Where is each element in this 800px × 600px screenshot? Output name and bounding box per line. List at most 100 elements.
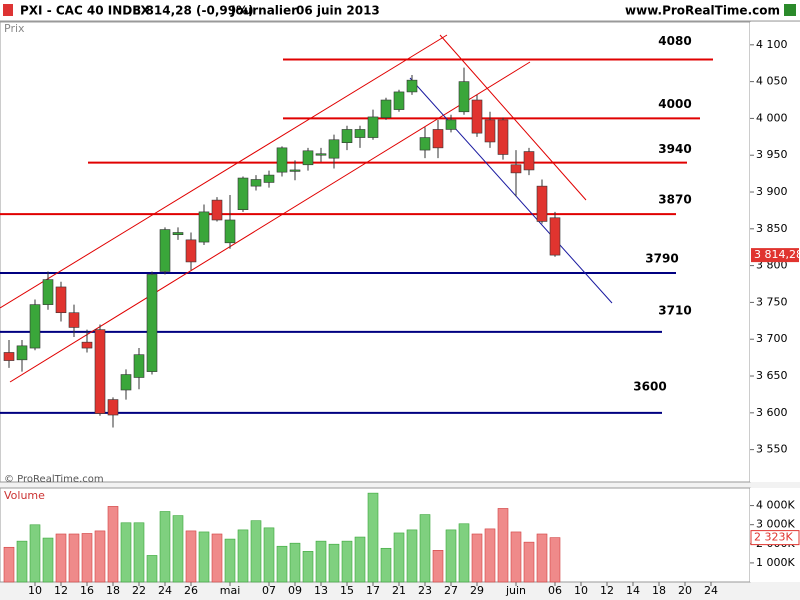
x-tick-label: 06: [548, 584, 562, 597]
site: www.ProRealTime.com: [625, 4, 780, 18]
level-label: 4080: [658, 34, 691, 48]
x-tick-label: 20: [678, 584, 692, 597]
resistance-line: [439, 34, 587, 201]
candle-body: [263, 174, 275, 183]
candle-body: [16, 345, 28, 361]
level-label: 4000: [658, 97, 691, 111]
candle-body: [393, 91, 405, 110]
x-tick-label: 10: [28, 584, 42, 597]
volume-bar: [341, 540, 353, 583]
channel-line: [0, 34, 448, 309]
x-tick-label: 12: [54, 584, 68, 597]
volume-bar: [523, 541, 535, 583]
y2-tick-label: 1 000K: [756, 556, 795, 569]
x-tick-label: 27: [444, 584, 458, 597]
candle-body: [94, 329, 106, 414]
candle-body: [484, 119, 496, 143]
downtrend-line: [409, 77, 613, 304]
volume-bar: [29, 524, 41, 583]
candle-body: [432, 129, 444, 149]
trend-lines: [0, 34, 613, 383]
volume-bar: [81, 533, 93, 583]
y-tick-label: 4 000: [756, 111, 788, 124]
x-tick-label: 21: [392, 584, 406, 597]
last-volume-box: [750, 530, 800, 546]
volume-bar: [549, 537, 561, 583]
candle-body: [341, 129, 353, 144]
volume-bar: [120, 522, 132, 583]
candle-body: [445, 119, 457, 130]
volume-bar: [159, 511, 171, 583]
y-tick-label: 3 750: [756, 295, 788, 308]
candle-body: [172, 232, 184, 236]
volume-bar: [133, 522, 145, 583]
volume-bar: [42, 537, 54, 583]
x-tick-label: 22: [132, 584, 146, 597]
candle-body: [380, 99, 392, 118]
price-panel-label: Prix: [4, 22, 25, 35]
volume-bar: [380, 547, 392, 583]
symbol: PXI - CAC 40 INDEX: [20, 4, 150, 18]
x-tick-label: 18: [652, 584, 666, 597]
y-tick-label: 3 850: [756, 222, 788, 235]
x-tick-label: 26: [184, 584, 198, 597]
x-tick-label: 15: [340, 584, 354, 597]
last-price-box: [751, 248, 799, 263]
candle-body: [42, 279, 54, 305]
volume-bar: [211, 533, 223, 583]
candle-body: [328, 139, 340, 159]
x-tick-label: 13: [314, 584, 328, 597]
candle-body: [510, 164, 522, 174]
volume-bar: [302, 551, 314, 583]
volume-bar: [16, 540, 28, 583]
x-tick-label: 24: [158, 584, 172, 597]
volume-bar: [68, 533, 80, 583]
candle-body: [224, 219, 236, 244]
y2-tick-label: 4 000K: [756, 499, 795, 512]
level-label: 3870: [658, 193, 691, 207]
volume-bar: [328, 543, 340, 583]
candle-body: [185, 239, 197, 263]
x-tick-label: 29: [470, 584, 484, 597]
y-tick-label: 3 650: [756, 369, 788, 382]
volume-bar: [3, 546, 15, 583]
level-label: 3790: [645, 251, 678, 265]
x-tick-label: 09: [288, 584, 302, 597]
candle-body: [133, 354, 145, 378]
x-tick-label: mai: [220, 584, 241, 597]
volume-bar: [393, 532, 405, 583]
level-label: 3710: [658, 303, 691, 317]
candle-body: [315, 153, 327, 156]
volume-bar: [419, 514, 431, 583]
candle-body: [549, 217, 561, 256]
candle-body: [55, 286, 67, 314]
volume-bar: [536, 533, 548, 583]
x-tick-label: 12: [600, 584, 614, 597]
volume-bar: [354, 536, 366, 583]
candle-body: [29, 304, 41, 349]
quote: 3 814,28 (-0,99%): [133, 4, 254, 18]
volume-bar: [263, 527, 275, 583]
volume-bar: [458, 523, 470, 583]
header-icon: [784, 4, 796, 16]
volume-bar: [406, 529, 418, 583]
candle-body: [289, 169, 301, 172]
candle-body: [354, 129, 366, 138]
date: 06 juin 2013: [296, 4, 380, 18]
y-tick-label: 3 900: [756, 185, 788, 198]
volume-bar: [367, 492, 379, 583]
volume-bar: [172, 515, 184, 583]
volume-bar: [55, 533, 67, 583]
x-tick-label: 16: [80, 584, 94, 597]
header-icon: [3, 4, 13, 16]
level-label: 3940: [658, 142, 691, 156]
volume-bar: [276, 545, 288, 583]
volume-bar: [250, 520, 262, 583]
header-bar: [0, 0, 800, 21]
x-tick-label: 23: [418, 584, 432, 597]
volume-bar: [289, 542, 301, 583]
candle-body: [406, 79, 418, 93]
candle-body: [211, 199, 223, 221]
volume-bar: [315, 540, 327, 583]
